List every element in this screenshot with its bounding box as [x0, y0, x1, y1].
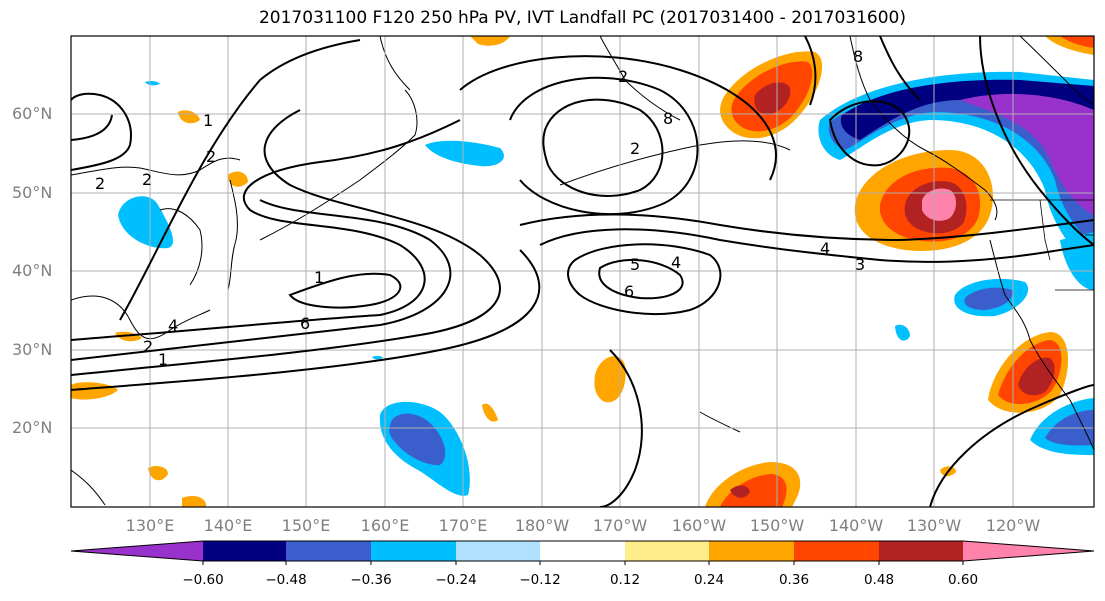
contour-label: 4 — [671, 253, 681, 272]
contour-label: 4 — [168, 316, 178, 335]
colorbar-tick-label: −0.36 — [350, 572, 392, 588]
contour-label: 6 — [300, 314, 310, 333]
contour-label: 5 — [630, 255, 640, 274]
neg-band-core — [960, 93, 1094, 215]
colorbar-tick-label: 0.48 — [863, 572, 895, 588]
pv-contours — [71, 36, 1094, 507]
lon-label: 140°E — [203, 516, 253, 535]
lon-label: 180°W — [514, 516, 570, 535]
colorbar-tick-label: 0.24 — [693, 572, 725, 588]
colorbar-tick-label: −0.48 — [265, 572, 307, 588]
colorbar-tick-label: −0.12 — [519, 572, 561, 588]
colorbar-tick-label: 0.12 — [609, 572, 641, 588]
colorbar-tick-label: −0.60 — [182, 572, 224, 588]
lat-label: 60°N — [12, 104, 53, 123]
contour-label: 2 — [95, 174, 105, 193]
lon-label: 150°W — [749, 516, 805, 535]
grid — [71, 36, 1094, 507]
lat-label: 50°N — [12, 183, 53, 202]
lon-label: 130°E — [125, 516, 175, 535]
contour-label: 8 — [853, 47, 863, 66]
contour-label: 3 — [855, 255, 865, 274]
contour-label: 6 — [624, 282, 634, 301]
lon-label: 140°W — [828, 516, 884, 535]
map-title: 2017031100 F120 250 hPa PV, IVT Landfall… — [258, 8, 906, 28]
colorbar-tick-label: −0.24 — [435, 572, 477, 588]
contour-label: 4 — [820, 239, 830, 258]
contour-label: 2 — [206, 147, 216, 166]
lon-label: 160°E — [360, 516, 410, 535]
lat-label: 40°N — [12, 261, 53, 280]
contour-label: 1 — [158, 350, 168, 369]
lat-label: 30°N — [12, 340, 53, 359]
contour-label: 1 — [314, 268, 324, 287]
ivt-shading — [71, 36, 1094, 507]
map-frame — [70, 35, 1095, 508]
colorbar-tick-label: 0.60 — [947, 572, 979, 588]
lon-label: 150°E — [281, 516, 331, 535]
contour-label: 8 — [663, 109, 673, 128]
lat-label: 20°N — [12, 418, 53, 437]
contour-label: 1 — [203, 111, 213, 130]
contour-label: 2 — [143, 337, 153, 356]
contour-label: 2 — [142, 170, 152, 189]
contour-label-group: 2 2 2 1 4 2 1 6 1 5 4 6 4 3 2 8 8 2 — [95, 47, 865, 369]
lon-label: 160°W — [671, 516, 727, 535]
lon-label: 120°W — [985, 516, 1041, 535]
lon-label: 170°E — [438, 516, 488, 535]
contour-label: 2 — [630, 139, 640, 158]
colorbar-tick-label: 0.36 — [778, 572, 810, 588]
lon-label: 170°W — [592, 516, 648, 535]
borders — [990, 199, 1094, 291]
lon-label: 130°W — [906, 516, 962, 535]
contour-label: 2 — [618, 67, 628, 86]
